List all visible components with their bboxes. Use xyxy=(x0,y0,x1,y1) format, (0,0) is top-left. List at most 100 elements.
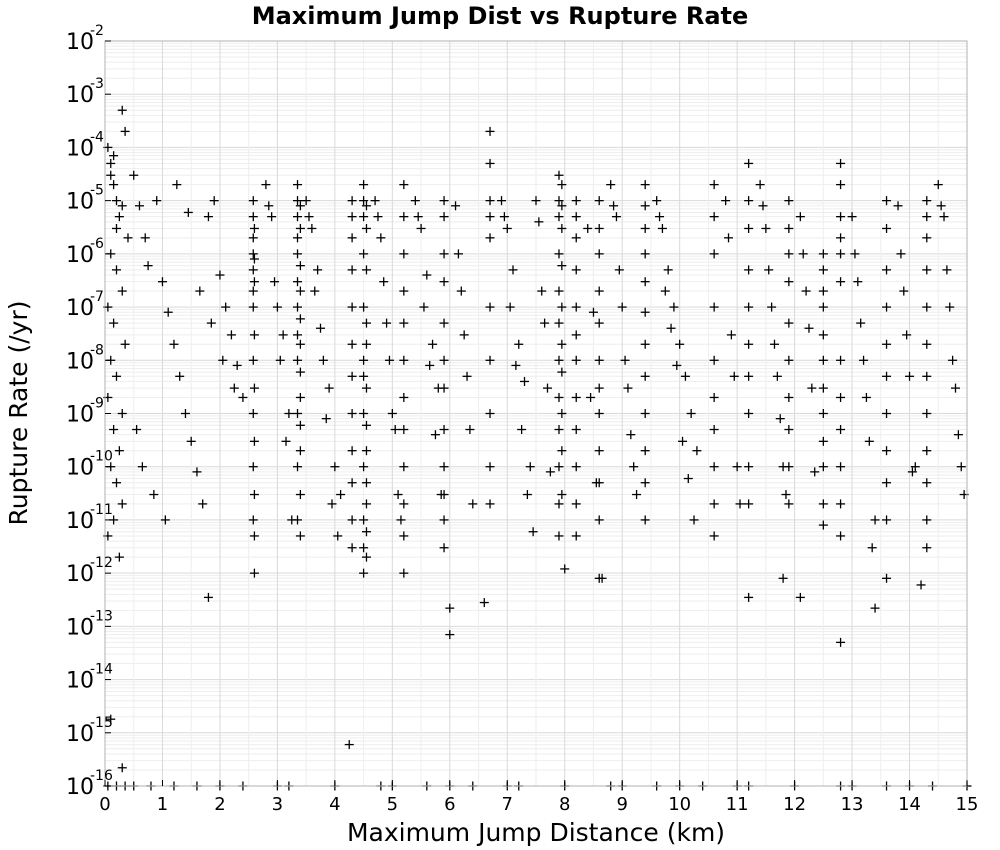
x-tick-label: 10 xyxy=(668,794,691,815)
data-point xyxy=(226,330,236,340)
data-point xyxy=(416,223,426,233)
grid xyxy=(104,40,968,787)
data-point xyxy=(293,180,303,190)
data-point xyxy=(594,249,604,259)
data-point xyxy=(485,126,495,136)
data-point xyxy=(939,212,949,222)
data-point xyxy=(836,392,846,402)
data-point xyxy=(571,233,581,243)
y-tick-exponent: -8 xyxy=(90,342,104,358)
data-point xyxy=(525,462,535,472)
data-point xyxy=(249,531,259,541)
data-point xyxy=(293,355,303,365)
y-tick-label: 10 xyxy=(66,562,94,587)
data-point xyxy=(571,531,581,541)
data-point xyxy=(453,249,463,259)
data-point xyxy=(660,286,670,296)
data-point xyxy=(744,223,754,233)
data-point xyxy=(111,371,121,381)
data-point xyxy=(293,233,303,243)
data-point xyxy=(554,196,564,206)
data-point xyxy=(152,196,162,206)
data-point xyxy=(922,446,932,456)
data-point xyxy=(485,212,495,222)
data-point xyxy=(910,462,920,472)
data-point xyxy=(347,265,357,275)
y-tick-label: 10 xyxy=(66,30,94,55)
data-point xyxy=(295,490,305,500)
data-point xyxy=(456,286,466,296)
data-point xyxy=(508,265,518,275)
data-point xyxy=(249,490,259,500)
data-point xyxy=(249,254,259,264)
data-point xyxy=(861,392,871,402)
data-point xyxy=(439,196,449,206)
data-point xyxy=(571,425,581,435)
data-point xyxy=(948,355,958,365)
data-point xyxy=(304,212,314,222)
data-point xyxy=(238,392,248,402)
data-point xyxy=(744,265,754,275)
data-point xyxy=(882,515,892,525)
data-point xyxy=(744,302,754,312)
data-point xyxy=(836,425,846,435)
data-point xyxy=(359,409,369,418)
data-point xyxy=(143,261,153,271)
data-point xyxy=(422,270,432,280)
data-point xyxy=(248,515,258,525)
data-point xyxy=(318,355,328,365)
data-point xyxy=(117,763,127,773)
x-tick-label: 4 xyxy=(329,794,340,815)
data-point xyxy=(557,490,567,500)
data-point xyxy=(347,196,357,206)
y-tick-exponent: -13 xyxy=(90,608,113,624)
data-point xyxy=(520,376,530,386)
data-point xyxy=(588,307,598,317)
data-point xyxy=(272,302,282,312)
data-point xyxy=(221,302,231,312)
data-point xyxy=(425,360,435,370)
data-point xyxy=(836,462,846,472)
data-point xyxy=(945,302,955,312)
data-point xyxy=(347,543,357,553)
data-point xyxy=(692,446,702,456)
data-point xyxy=(922,339,932,349)
data-point xyxy=(479,598,489,608)
data-point xyxy=(594,446,604,456)
data-point xyxy=(281,436,291,446)
data-point xyxy=(818,302,828,312)
data-point xyxy=(818,330,828,340)
data-point xyxy=(399,568,409,578)
data-point xyxy=(248,286,258,296)
data-point xyxy=(117,286,127,296)
data-point xyxy=(249,383,259,393)
data-point xyxy=(807,383,817,393)
data-point xyxy=(295,392,305,402)
data-point xyxy=(399,355,409,365)
data-point xyxy=(594,196,604,206)
data-point xyxy=(361,339,371,349)
data-point xyxy=(209,196,219,206)
data-point xyxy=(175,371,185,381)
data-point xyxy=(275,355,285,365)
data-point xyxy=(571,462,581,472)
data-point xyxy=(218,355,228,365)
data-point xyxy=(640,223,650,233)
data-point xyxy=(399,531,409,541)
y-tick-exponent: -16 xyxy=(90,768,113,784)
y-tick-exponent: -5 xyxy=(90,183,104,199)
data-point xyxy=(111,223,121,233)
data-point xyxy=(295,446,305,456)
data-point xyxy=(922,515,932,525)
data-point xyxy=(623,383,633,393)
data-point xyxy=(640,371,650,381)
data-point xyxy=(248,196,258,206)
data-point xyxy=(870,515,880,525)
data-point xyxy=(376,233,386,243)
data-point xyxy=(922,302,932,312)
data-point xyxy=(361,383,371,393)
data-point xyxy=(795,592,805,602)
data-point xyxy=(769,339,779,349)
data-points xyxy=(103,105,972,791)
data-point xyxy=(248,265,258,275)
